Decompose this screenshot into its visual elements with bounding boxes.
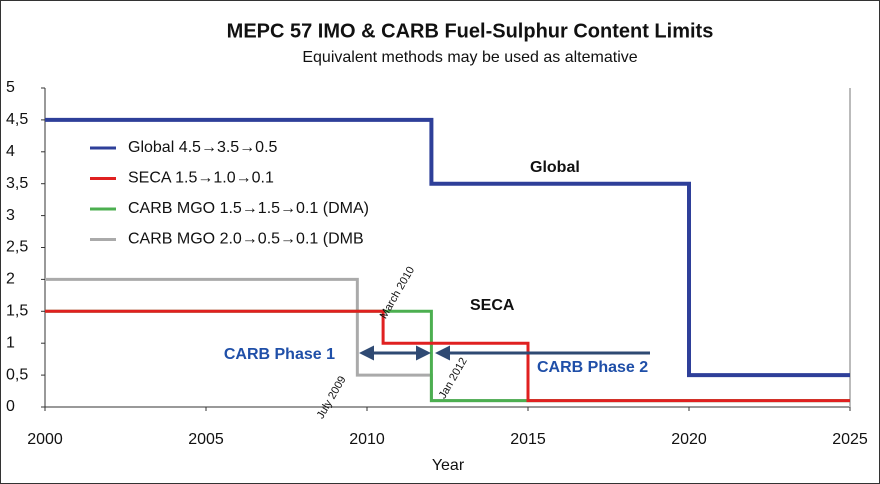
y-tick-label: 2: [6, 271, 15, 288]
chart-subtitle: Equivalent methods may be used as altema…: [302, 49, 637, 66]
x-tick-label: 2005: [188, 431, 224, 448]
x-tick-label: 2020: [671, 431, 707, 448]
annotation: CARB Phase 2: [537, 359, 648, 376]
annotation: Global: [530, 159, 580, 176]
annotation: CARB Phase 1: [224, 346, 335, 363]
annotations: Global SECA CARB Phase 1 CARB Phase 2 Ma…: [224, 159, 650, 421]
x-tick-label: 2000: [27, 431, 63, 448]
y-tick-label: 4,5: [6, 111, 28, 128]
x-tick-label: 2015: [510, 431, 546, 448]
chart-title: MEPC 57 IMO & CARB Fuel-Sulphur Content …: [227, 20, 714, 42]
legend-label: Global 4.5→3.5→0.5: [128, 139, 278, 156]
y-tick-label: 5: [6, 79, 15, 96]
y-tick-label: 1,5: [6, 303, 28, 320]
y-tick-label: 1: [6, 334, 15, 351]
series-line: [45, 309, 850, 403]
series-line: [45, 117, 850, 378]
y-tick-label: 2,5: [6, 239, 28, 256]
annotation: Jan 2012: [437, 356, 470, 401]
plot: 0 0,5 1 1,5 2 2,5 3 3,5 4 4,5 5 2000 2005 2010 2015 202…: [6, 79, 868, 448]
annotation: July 2009: [315, 374, 349, 421]
y-tick-label: 3: [6, 207, 15, 224]
legend-label: CARB MGO 1.5→1.5→0.1 (DMA): [128, 200, 369, 217]
legend-label: CARB MGO 2.0→0.5→0.1 (DMB: [128, 231, 364, 248]
y-tick-label: 4: [6, 143, 15, 160]
y-tick-label: 0: [6, 398, 15, 415]
x-axis-label: Year: [432, 457, 465, 474]
x-tick-label: 2010: [349, 431, 385, 448]
y-tick-label: 3,5: [6, 175, 28, 192]
y-tick-label: 0,5: [6, 366, 28, 383]
legend-label: SECA 1.5→1.0→0.1: [128, 170, 274, 187]
annotation: SECA: [470, 297, 515, 314]
x-tick-label: 2025: [832, 431, 868, 448]
